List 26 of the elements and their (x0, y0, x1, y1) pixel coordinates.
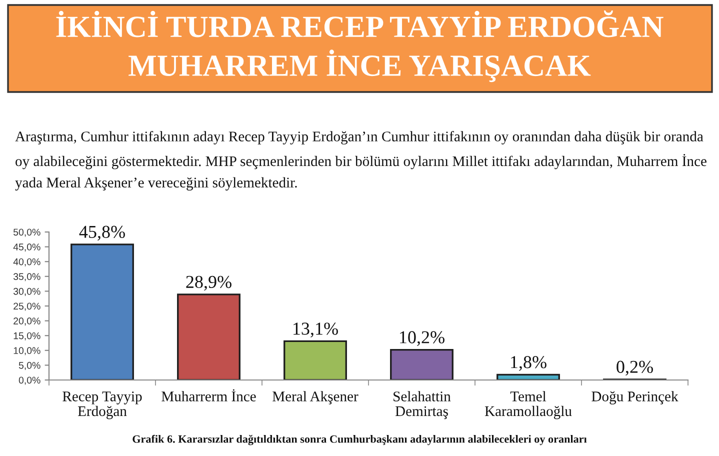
chart-title: İKİNCİ TURDA RECEP TAYYİP ERDOĞAN MUHARREM İNCE YARIŞACAK (56, 10, 664, 82)
x-tick-label: Recep Tayyip Erdoğan (62, 392, 142, 420)
y-tick-label: 30,0% (13, 288, 40, 296)
chart-subtitle: Araştırma, Cumhur ittifakının adayı Recep Tayyip Erdoğan’ın Cumhur ittifakının oy oranından daha düşük bir oranda oy alabileceğini göstermektedir. MHP seçmenlerinden bir bölümü oylarını Millet ittifakı adaylarından, Muharrem İnce yada Meral Akşener’e vereceğini söylemektedir. (15, 131, 706, 191)
text: Grafik 6. Kararsızlar dağıtıldıktan sonra Cumhurbaşkanı adaylarının alabilecekleri oy oranları (132, 434, 587, 446)
x-tick-label: Temel Karamollaoğlu (484, 391, 572, 420)
x-tick-label: Meral Akşener (272, 391, 358, 404)
data-label: 1,8% (511, 356, 546, 371)
y-tick-label: 20,0% (14, 318, 40, 326)
y-tick-label: 40,0% (13, 258, 40, 266)
data-label: 0,2% (616, 360, 653, 376)
y-tick-label: 10,0% (14, 347, 40, 356)
x-tick-label: Muharrerm İnce (162, 389, 256, 402)
y-tick-label: 15,0% (14, 332, 40, 340)
data-label: 45,8% (79, 226, 125, 241)
x-tick-label: Doğu Perinçek (592, 391, 678, 404)
data-label: 10,2% (400, 331, 444, 346)
x-tick-label: Selahattin Demirtaş (394, 391, 451, 420)
y-tick-label: 35,0% (13, 273, 40, 282)
y-tick-label: 5,0% (18, 362, 40, 370)
y-tick-label: 25,0% (14, 302, 40, 311)
y-tick-label: 50,0% (13, 228, 40, 237)
data-label: 28,9% (186, 276, 232, 291)
y-tick-label: 45,0% (13, 244, 40, 252)
y-tick-label: 0,0% (18, 376, 40, 385)
data-label: 13,1% (294, 322, 338, 338)
